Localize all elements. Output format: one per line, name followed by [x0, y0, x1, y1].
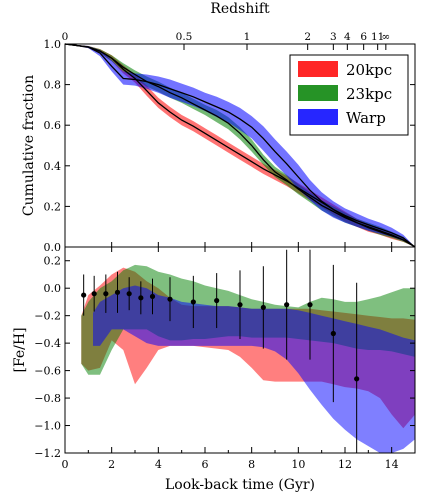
legend: 20kpc 23kpc Warp [289, 54, 409, 136]
bottom-xtick-label: 0 [62, 458, 69, 471]
legend-swatch-23kpc [298, 85, 338, 101]
bottom-xtick-label: 6 [202, 458, 209, 471]
data-point [138, 295, 144, 301]
top-ytick-label: 0.4 [44, 160, 62, 173]
top-y-tick-labels: 0.0 0.2 0.4 0.6 0.8 1.0 [44, 38, 62, 254]
data-point [103, 291, 109, 297]
data-point [260, 304, 266, 311]
data-point [330, 330, 336, 337]
metallicity-panel: 0.2 0.0 −0.2 −0.4 −0.6 −0.8 −1.0 −1.2 0 2 4 6 8 10 12… [12, 246, 416, 493]
data-point [167, 296, 173, 302]
data-point [91, 291, 97, 297]
bottom-ytick-label: −0.6 [34, 365, 61, 378]
bottom-bands [81, 264, 416, 453]
data-point [354, 376, 360, 382]
band-warp-feh [93, 285, 415, 453]
redshift-tick-label: 1 [244, 31, 251, 43]
bottom-ytick-label: 0.2 [44, 255, 62, 268]
data-point [81, 292, 87, 298]
data-point [126, 291, 132, 297]
bottom-ytick-label: −0.8 [34, 392, 61, 405]
data-point [149, 293, 156, 300]
redshift-tick-label: 3 [330, 31, 337, 43]
bottom-errorbars [81, 249, 360, 453]
cumulative-fraction-axis-label: Cumulative fraction [21, 75, 37, 216]
top-ticks [65, 84, 415, 247]
top-ytick-label: 0.6 [44, 119, 62, 132]
legend-swatch-20kpc [298, 61, 338, 77]
top-bands [65, 44, 415, 247]
data-point [307, 302, 313, 308]
bottom-ytick-label: −0.2 [34, 310, 61, 323]
look-back-time-axis-label: Look-back time (Gyr) [165, 477, 315, 493]
data-point [214, 297, 220, 304]
data-point [284, 302, 290, 308]
bottom-xtick-label: 2 [108, 458, 115, 471]
bottom-ytick-label: −1.2 [34, 447, 61, 460]
data-point [190, 299, 196, 305]
top-ytick-label: 0.2 [44, 200, 62, 213]
bottom-xtick-label: 8 [248, 458, 255, 471]
redshift-tick-label: ∞ [381, 31, 390, 43]
legend-swatch-warp [298, 109, 338, 125]
top-ytick-label: 1.0 [44, 38, 62, 51]
bottom-xtick-label: 12 [338, 458, 352, 471]
bottom-xtick-label: 4 [155, 458, 162, 471]
bottom-xtick-label: 14 [385, 458, 399, 471]
redshift-tick-label: 0 [62, 31, 69, 43]
top-ytick-label: 0.8 [44, 79, 62, 92]
bottom-ytick-label: −0.4 [34, 337, 61, 350]
bottom-x-tick-labels: 0 2 4 6 8 10 12 14 [62, 458, 399, 471]
redshift-tick-label: 4 [344, 31, 351, 43]
redshift-tick-labels: 0 0.5 1 2 3 4 6 11∞ [62, 31, 391, 43]
bottom-y-tick-labels: 0.2 0.0 −0.2 −0.4 −0.6 −0.8 −1.0 −1.2 [34, 255, 61, 460]
bottom-ytick-label: −1.0 [34, 420, 61, 433]
top-lines [64, 43, 416, 248]
data-point [237, 302, 243, 308]
data-point [114, 289, 121, 295]
fe-h-axis-label: [Fe/H] [12, 327, 28, 372]
band-warp [65, 44, 415, 247]
bottom-xtick-label: 10 [291, 458, 305, 471]
redshift-tick-label: 6 [360, 31, 367, 43]
line-warp [64, 43, 416, 248]
redshift-tick-label: 2 [304, 31, 311, 43]
redshift-tick-label: 0.5 [176, 31, 193, 43]
top-ytick-label: 0.0 [44, 241, 62, 254]
redshift-tick-label: 11 [371, 31, 384, 43]
legend-label-20kpc: 20kpc [346, 61, 392, 79]
band-20kpc [65, 44, 415, 247]
legend-label-warp: Warp [346, 109, 386, 127]
bottom-ytick-label: 0.0 [44, 282, 62, 295]
legend-label-23kpc: 23kpc [346, 85, 392, 103]
bottom-plot-frame [64, 246, 416, 454]
redshift-axis-label: Redshift [210, 1, 270, 17]
cumulative-fraction-panel: 0.0 0.2 0.4 0.6 0.8 1.0 0 0.5 1 2 3 4 6 11∞ Redshift… [21, 1, 416, 254]
line-23kpc [64, 43, 416, 248]
